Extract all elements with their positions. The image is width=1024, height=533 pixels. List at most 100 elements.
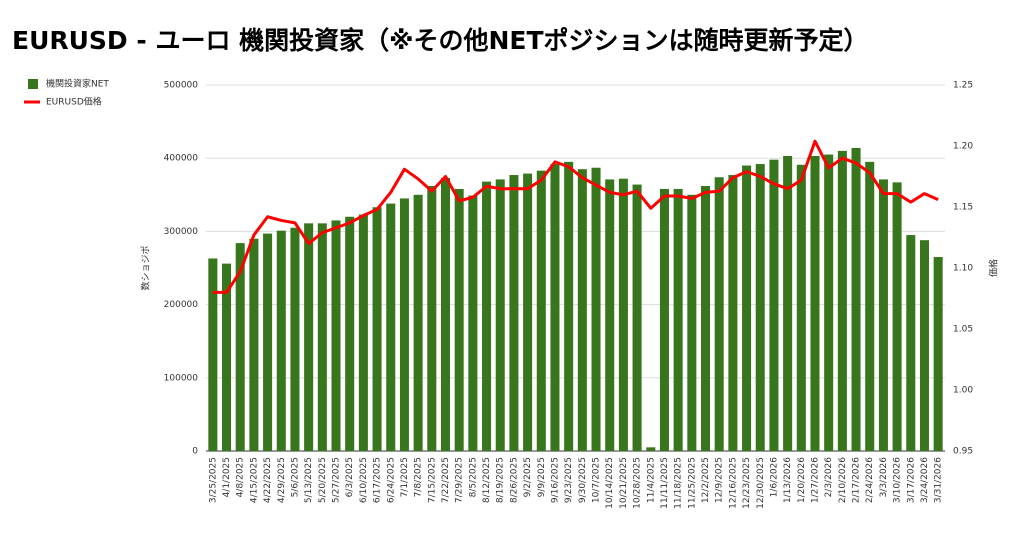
y-tick-label: 500000 (164, 81, 199, 91)
bar (646, 447, 656, 451)
bar (331, 220, 341, 451)
x-tick-label: 10/28/2025 (633, 457, 643, 509)
line (212, 139, 939, 294)
x-tick-label: 4/29/2025 (277, 457, 287, 503)
y2-tick-label: 1.05 (953, 325, 973, 335)
x-tick-label: 8/5/2025 (468, 457, 478, 497)
y-tick-label: 300000 (164, 227, 199, 237)
x-tick-label: 5/6/2025 (290, 457, 300, 497)
bar (564, 161, 574, 452)
bar (372, 207, 382, 451)
bar (550, 164, 560, 451)
bar (523, 173, 533, 451)
x-tick-label: 8/19/2025 (496, 457, 506, 503)
x-tick-label: 6/24/2025 (386, 457, 396, 503)
bar (304, 223, 314, 451)
bar (276, 230, 286, 451)
bar (933, 257, 943, 451)
bar (235, 243, 245, 451)
y-tick-label: 400000 (164, 154, 199, 164)
x-tick-label: 9/9/2025 (537, 457, 547, 497)
bar (386, 203, 396, 451)
bar (495, 179, 505, 452)
legend-label: EURUSD価格 (46, 96, 102, 108)
bar (810, 156, 820, 451)
x-tick-label: 11/4/2025 (646, 457, 656, 503)
y-tick-label: 100000 (164, 373, 199, 383)
y2-tick-label: 0.95 (953, 447, 973, 457)
bar (769, 159, 779, 451)
x-tick-label: 12/23/2025 (742, 457, 752, 509)
bar (605, 179, 615, 452)
bar (878, 179, 888, 452)
x-tick-label: 12/2/2025 (701, 457, 711, 503)
bar (755, 164, 765, 451)
y-tick-label: 200000 (164, 300, 199, 310)
x-tick-label: 5/27/2025 (332, 457, 342, 503)
x-tick-label: 3/31/2026 (934, 457, 944, 503)
x-tick-label: 2/3/2026 (824, 457, 834, 498)
bar (714, 177, 724, 451)
bar (290, 227, 300, 451)
bar (906, 235, 916, 451)
y2-tick-label: 1.20 (953, 142, 973, 152)
legend-swatch (28, 79, 38, 89)
x-tick-label: 7/15/2025 (427, 457, 437, 503)
bar (728, 175, 738, 451)
chart-title: EURUSD - ユーロ 機関投資家（※その他NETポジションは随時更新予定） (12, 26, 869, 55)
bar (632, 184, 642, 451)
x-tick-label: 7/1/2025 (400, 457, 410, 497)
x-tick-label: 9/23/2025 (564, 457, 574, 503)
bar (413, 194, 423, 452)
bar (454, 188, 464, 451)
x-tick-label: 2/17/2026 (852, 457, 862, 503)
y2-tick-label: 1.10 (953, 264, 973, 274)
y2-tick-label: 1.25 (953, 81, 973, 91)
bar (399, 198, 409, 451)
bar (687, 194, 697, 452)
y2-axis-label: 価格 (988, 259, 1000, 277)
bar (700, 186, 711, 452)
x-tick-label: 9/2/2025 (523, 457, 533, 497)
y-axis-label: 数ショジポ (140, 245, 152, 290)
x-tick-label: 11/25/2025 (687, 457, 697, 509)
x-tick-label: 4/15/2025 (249, 457, 259, 503)
x-tick-label: 8/26/2025 (509, 457, 519, 503)
bar (577, 169, 587, 451)
bar (919, 240, 929, 451)
bar (618, 178, 628, 452)
x-tick-label: 12/16/2025 (728, 457, 738, 509)
bar (865, 161, 875, 452)
x-tick-label: 6/3/2025 (345, 457, 355, 497)
bar (427, 186, 437, 452)
x-tick-label: 7/29/2025 (455, 457, 465, 503)
bar (742, 165, 752, 451)
x-tick-label: 1/6/2026 (769, 457, 779, 498)
x-tick-label: 8/12/2025 (482, 457, 492, 503)
x-tick-label: 12/9/2025 (715, 457, 725, 503)
bar (796, 164, 806, 451)
x-tick-label: 1/13/2026 (783, 457, 793, 503)
bar (482, 181, 492, 451)
x-tick-label: 9/30/2025 (578, 457, 588, 503)
x-tick-label: 7/8/2025 (414, 457, 424, 497)
bar (317, 223, 327, 451)
x-tick-label: 11/18/2025 (674, 457, 684, 509)
bar (851, 147, 861, 451)
x-tick-label: 5/13/2025 (304, 457, 314, 503)
bar (591, 167, 601, 451)
x-tick-label: 7/22/2025 (441, 457, 451, 503)
x-tick-label: 2/10/2026 (838, 457, 848, 503)
bar (783, 156, 793, 451)
x-tick-label: 3/24/2026 (920, 457, 930, 503)
bar (659, 188, 669, 451)
x-tick-label: 3/25/2025 (208, 457, 218, 503)
x-tick-label: 6/10/2025 (359, 457, 369, 503)
x-tick-label: 4/22/2025 (263, 457, 273, 503)
x-tick-label: 4/8/2025 (236, 457, 246, 497)
bar (824, 154, 834, 452)
bar (536, 170, 546, 452)
x-tick-label: 10/21/2025 (619, 457, 629, 509)
legend-label: 機関投資家NET (46, 78, 109, 90)
y2-tick-label: 1.00 (953, 386, 973, 396)
